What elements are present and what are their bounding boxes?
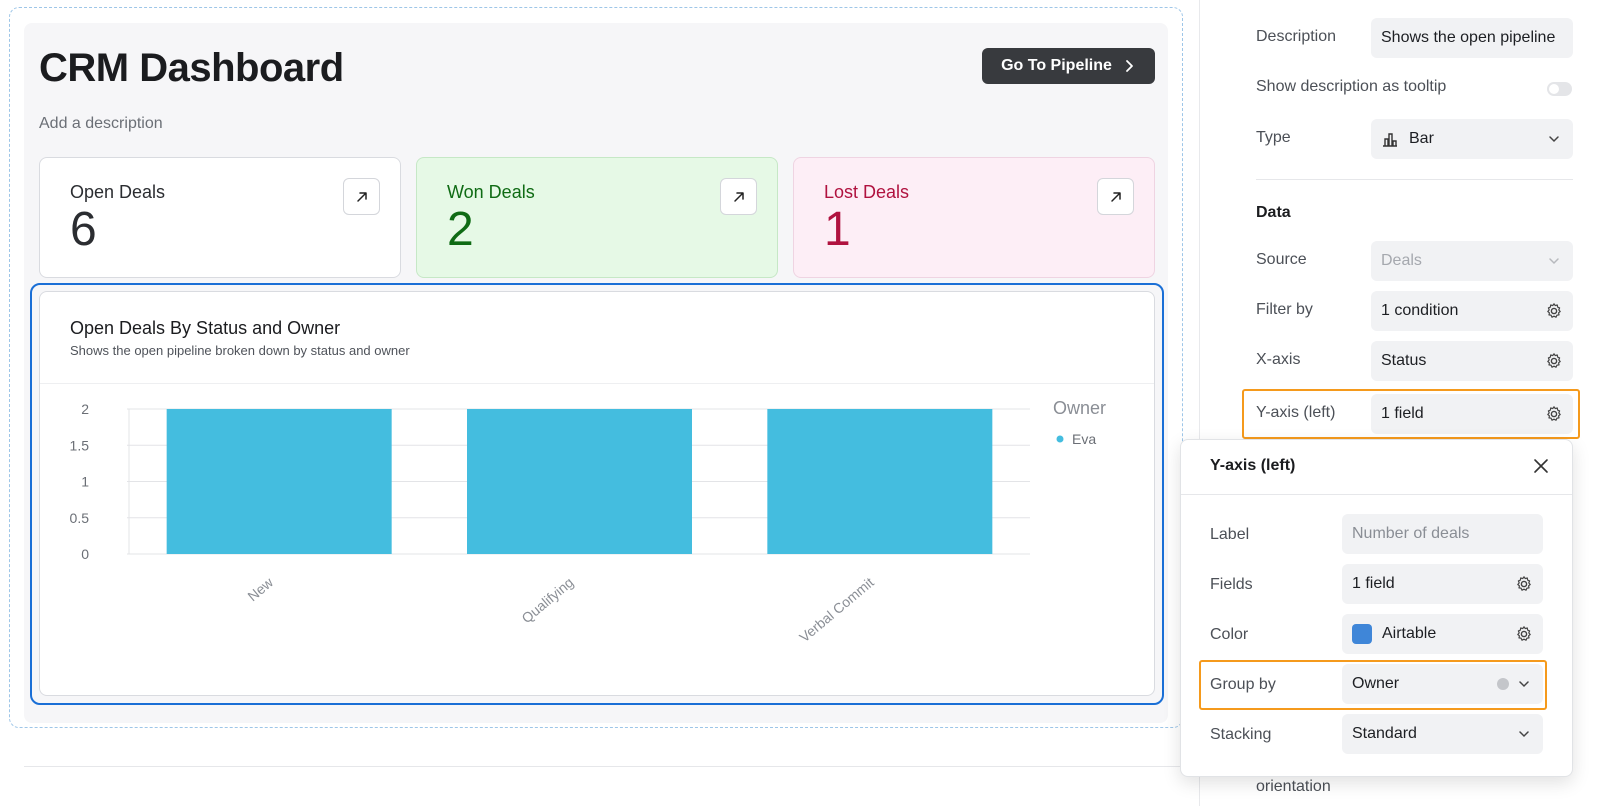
chart-title: Open Deals By Status and Owner [70,318,341,338]
chevron-down-icon [1519,681,1529,688]
chevron-down-icon [1519,731,1529,738]
chart-card[interactable]: Open Deals By Status and Owner Shows the… [39,291,1155,696]
go-to-pipeline-label: Go To Pipeline [1001,57,1112,74]
dashboard-canvas-outline [9,7,1183,728]
bar [467,409,692,554]
description-label: Description [1256,28,1337,45]
groupby-select[interactable]: Owner [1342,664,1543,704]
expand-button[interactable] [343,178,380,215]
gear-icon[interactable] [1515,625,1533,643]
chart-selection-outline [30,283,1164,705]
color-swatch [1352,624,1372,644]
bar [166,409,392,554]
divider [1256,179,1573,180]
expand-button[interactable] [1097,178,1134,215]
source-value: Deals [1381,252,1422,269]
type-select[interactable]: Bar [1371,119,1573,159]
legend-swatch [1056,435,1064,443]
arrow-up-right-icon [1110,191,1121,202]
kpi-label: Open Deals [70,182,166,202]
fields-value: 1 field [1352,575,1395,592]
arrow-up-right-icon [733,191,744,202]
filter-value: 1 condition [1381,302,1459,319]
arrow-up-right-icon [356,191,367,202]
yaxis-field[interactable]: 1 field [1371,394,1573,434]
highlight-outline [1242,389,1580,439]
gear-icon[interactable] [1515,575,1533,593]
bar-chart: 2 1.5 1 0.5 0 New Qualifying Verbal Commit Owner… [70,398,1106,645]
expand-button[interactable] [720,178,757,215]
yaxis-value: 1 field [1381,405,1424,422]
source-select: Deals [1371,241,1573,281]
highlight-outline [1199,660,1547,710]
fields-label: Fields [1210,576,1253,593]
tooltip-toggle[interactable] [1547,82,1572,96]
stacking-label: Stacking [1210,726,1272,743]
label-label: Label [1210,526,1250,543]
page-title[interactable]: CRM Dashboard [39,46,344,90]
yaxis-popover: Y-axis (left) Label Number of deals Fiel… [1180,439,1573,777]
kpi-card-open-deals[interactable]: Open Deals 6 [39,157,401,278]
color-label: Color [1210,626,1249,643]
close-icon[interactable] [1533,458,1549,474]
gear-icon[interactable] [1545,405,1563,423]
xaxis-field[interactable]: Status [1371,341,1573,381]
description-input[interactable]: Shows the open pipeline [1371,18,1573,58]
kpi-label: Lost Deals [824,182,910,202]
kpi-value: 6 [70,203,97,256]
divider [24,766,1186,767]
divider [1181,494,1572,495]
label-input[interactable]: Number of deals [1342,514,1543,554]
y-tick-label: 1.5 [70,437,90,453]
kpi-card-lost-deals[interactable]: Lost Deals 1 [793,157,1155,278]
x-tick-label: New [244,573,276,604]
stacking-value: Standard [1352,725,1417,742]
chevron-down-icon [1549,136,1559,143]
toggle-knob [1549,84,1559,94]
color-value: Airtable [1382,625,1437,642]
fields-field[interactable]: 1 field [1342,564,1543,604]
kpi-label: Won Deals [447,182,535,202]
xaxis-label: X-axis [1256,351,1301,368]
yaxis-label: Y-axis (left) [1256,404,1336,421]
chart-divider [40,383,1154,384]
panel-separator [1199,0,1200,806]
page-description[interactable]: Add a description [39,115,163,132]
bar-chart-icon [1383,133,1397,147]
chevron-right-icon [1126,60,1133,72]
type-value: Bar [1409,130,1434,147]
source-label: Source [1256,251,1307,268]
color-field[interactable]: Airtable [1342,614,1543,654]
go-to-pipeline-button[interactable]: Go To Pipeline [982,48,1155,84]
kpi-value: 1 [824,203,851,256]
gear-icon[interactable] [1545,302,1563,320]
groupby-value: Owner [1352,675,1400,692]
legend-item: Eva [1072,431,1096,447]
data-section-heading: Data [1256,204,1291,221]
y-tick-label: 2 [81,401,89,417]
gear-icon[interactable] [1545,352,1563,370]
orientation-label: orientation [1256,778,1331,795]
filter-label: Filter by [1256,301,1313,318]
type-label: Type [1256,129,1291,146]
clear-icon[interactable] [1497,678,1509,690]
groupby-label: Group by [1210,676,1276,693]
x-tick-label: Verbal Commit [796,574,877,645]
bar [767,409,993,554]
chevron-down-icon [1549,258,1559,265]
xaxis-value: Status [1381,352,1427,369]
popover-title: Y-axis (left) [1210,457,1296,474]
chart-subtitle: Shows the open pipeline broken down by s… [70,343,410,358]
y-tick-label: 0.5 [70,510,90,526]
y-tick-label: 1 [81,474,89,490]
tooltip-toggle-label: Show description as tooltip [1256,78,1447,95]
legend-title: Owner [1053,398,1106,418]
x-tick-label: Qualifying [518,574,576,626]
kpi-card-won-deals[interactable]: Won Deals 2 [416,157,778,278]
y-tick-label: 0 [81,546,89,562]
filter-field[interactable]: 1 condition [1371,291,1573,331]
stacking-select[interactable]: Standard [1342,714,1543,754]
kpi-value: 2 [447,203,474,256]
